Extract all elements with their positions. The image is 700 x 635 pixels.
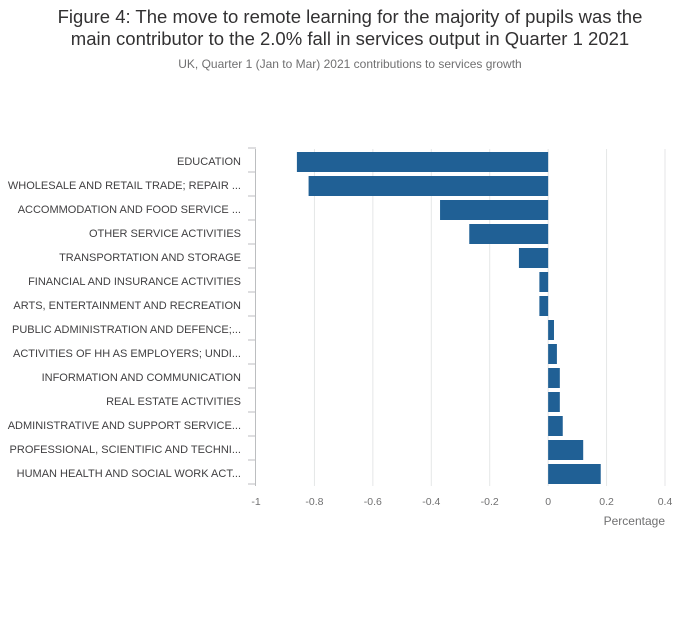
bar (518, 248, 549, 268)
category-label: ARTS, ENTERTAINMENT AND RECREATION (13, 300, 241, 312)
bar (539, 272, 549, 292)
bar (308, 176, 549, 196)
chart-subtitle: UK, Quarter 1 (Jan to Mar) 2021 contribu… (178, 57, 522, 71)
category-label: ADMINISTRATIVE AND SUPPORT SERVICE... (8, 420, 241, 432)
bar (539, 296, 549, 316)
bar (440, 200, 549, 220)
category-label: REAL ESTATE ACTIVITIES (106, 396, 241, 408)
bar (548, 344, 557, 364)
bar (296, 152, 549, 172)
category-label: HUMAN HEALTH AND SOCIAL WORK ACT... (17, 468, 241, 480)
chart-title: Figure 4: The move to remote learning fo… (0, 6, 700, 50)
x-tick-label: 0.4 (658, 496, 673, 508)
category-label: EDUCATION (177, 156, 241, 168)
x-tick-label: -1 (251, 496, 260, 508)
category-label: ACTIVITIES OF HH AS EMPLOYERS; UNDI... (13, 348, 241, 360)
bar (548, 416, 563, 436)
bar (548, 464, 601, 484)
category-label: PUBLIC ADMINISTRATION AND DEFENCE;... (12, 324, 241, 336)
x-tick-label: -0.6 (364, 496, 382, 508)
category-label: INFORMATION AND COMMUNICATION (42, 372, 241, 384)
x-tick-label: -0.2 (481, 496, 499, 508)
x-tick-label: 0.2 (599, 496, 614, 508)
x-tick-label: -0.8 (305, 496, 323, 508)
bar (548, 440, 584, 460)
bar (548, 320, 554, 340)
category-label: TRANSPORTATION AND STORAGE (59, 252, 241, 264)
category-label: OTHER SERVICE ACTIVITIES (89, 228, 241, 240)
x-tick-label: -0.4 (422, 496, 440, 508)
chart-title-line-1: Figure 4: The move to remote learning fo… (57, 6, 643, 27)
chart-title-line-2: main contributor to the 2.0% fall in ser… (70, 28, 630, 49)
bar (469, 224, 549, 244)
bar (548, 368, 560, 388)
category-label: FINANCIAL AND INSURANCE ACTIVITIES (28, 276, 241, 288)
x-tick-label: 0 (545, 496, 551, 508)
bar (548, 392, 560, 412)
x-axis-title: Percentage (604, 514, 666, 528)
category-label: PROFESSIONAL, SCIENTIFIC AND TECHNI... (10, 444, 241, 456)
category-label: ACCOMMODATION AND FOOD SERVICE ... (18, 204, 241, 216)
category-label: WHOLESALE AND RETAIL TRADE; REPAIR ... (8, 180, 241, 192)
